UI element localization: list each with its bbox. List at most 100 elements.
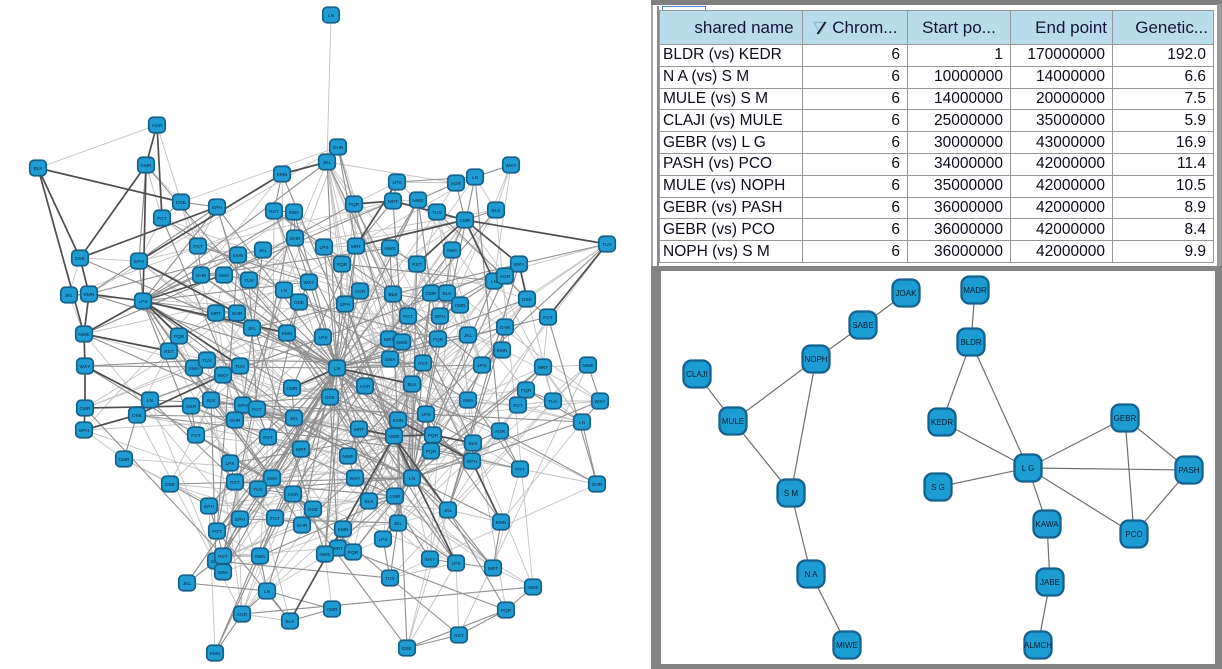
svg-text:RST: RST	[164, 349, 174, 355]
svg-text:WXY: WXY	[350, 476, 362, 482]
svg-text:BLK: BLK	[388, 292, 398, 298]
svg-text:SWA: SWA	[463, 398, 475, 404]
svg-text:MIWE: MIWE	[836, 641, 858, 650]
svg-text:PCO: PCO	[1125, 530, 1142, 539]
svg-text:PQR: PQR	[426, 449, 437, 455]
svg-text:BLK: BLK	[468, 441, 478, 447]
svg-text:LPS: LPS	[378, 537, 387, 543]
svg-text:LN: LN	[334, 366, 341, 372]
svg-text:EPH: EPH	[340, 302, 350, 308]
svg-text:BLK: BLK	[364, 499, 374, 505]
svg-text:PQR: PQR	[348, 550, 359, 556]
svg-text:FGT: FGT	[543, 315, 553, 321]
svg-text:CMR: CMR	[455, 303, 466, 309]
svg-text:JKL: JKL	[464, 333, 473, 339]
svg-text:JKL: JKL	[183, 581, 192, 587]
svg-text:GHR: GHR	[333, 145, 344, 151]
svg-text:WXY: WXY	[80, 364, 92, 370]
svg-text:MRT: MRT	[388, 199, 398, 205]
svg-text:AGR: AGR	[152, 123, 163, 129]
svg-text:WXY: WXY	[514, 262, 526, 268]
svg-text:NWE: NWE	[342, 454, 353, 460]
svg-text:KAWA: KAWA	[1036, 520, 1060, 529]
svg-text:AGR: AGR	[355, 289, 366, 295]
svg-text:JKL: JKL	[290, 416, 299, 422]
svg-text:SWA: SWA	[218, 570, 230, 576]
svg-text:CMR: CMR	[287, 386, 298, 392]
svg-text:KMN: KMN	[210, 651, 221, 657]
svg-text:MULE: MULE	[722, 417, 744, 426]
svg-text:KMN: KMN	[277, 172, 288, 178]
svg-text:FGT: FGT	[252, 407, 262, 413]
svg-text:N A: N A	[805, 570, 819, 579]
svg-text:LPS: LPS	[318, 335, 327, 341]
svg-text:FGT: FGT	[270, 516, 280, 522]
svg-text:AGR: AGR	[360, 384, 371, 390]
svg-text:AGR: AGR	[451, 181, 462, 187]
svg-text:ALMCH: ALMCH	[1024, 641, 1052, 650]
svg-text:KMN: KMN	[84, 292, 95, 298]
svg-text:LN: LN	[328, 13, 335, 19]
svg-text:LN: LN	[579, 420, 586, 426]
svg-text:FGT: FGT	[157, 216, 167, 222]
svg-text:DSE: DSE	[522, 297, 532, 303]
svg-text:LPS: LPS	[477, 363, 486, 369]
svg-text:KMN: KMN	[233, 253, 244, 259]
svg-text:NWE: NWE	[78, 332, 89, 338]
svg-text:PQR: PQR	[428, 433, 439, 439]
svg-text:SWA: SWA	[189, 366, 201, 372]
svg-text:BLK: BLK	[33, 166, 43, 172]
svg-text:AGR: AGR	[495, 429, 506, 435]
svg-text:MRT: MRT	[296, 447, 306, 453]
svg-text:TUV: TUV	[202, 358, 212, 364]
svg-text:GHR: GHR	[297, 523, 308, 529]
svg-text:CMR: CMR	[426, 291, 437, 297]
svg-text:DSE: DSE	[75, 256, 85, 262]
svg-text:LN: LN	[281, 288, 288, 294]
svg-text:WXY: WXY	[506, 163, 518, 169]
svg-text:GHR: GHR	[290, 236, 301, 242]
svg-text:PQR: PQR	[433, 337, 444, 343]
svg-text:BLK: BLK	[206, 398, 216, 404]
svg-text:GHR: GHR	[230, 418, 241, 424]
svg-text:CLAJI: CLAJI	[686, 370, 708, 379]
svg-text:TUV: TUV	[253, 487, 263, 493]
svg-text:JKL: JKL	[444, 508, 453, 514]
svg-text:MADR: MADR	[963, 286, 987, 295]
svg-text:DSE: DSE	[308, 507, 318, 513]
svg-text:TUV: TUV	[244, 278, 254, 284]
svg-text:AGR: AGR	[500, 274, 511, 280]
svg-text:KMN: KMN	[496, 520, 507, 526]
svg-text:PASH: PASH	[1178, 466, 1199, 475]
svg-text:EPH: EPH	[235, 517, 245, 523]
svg-text:MRT: MRT	[354, 427, 364, 433]
svg-text:KMN: KMN	[393, 418, 404, 424]
svg-text:TUV: TUV	[235, 364, 245, 370]
svg-text:RST: RST	[412, 262, 422, 268]
svg-text:EPH: EPH	[467, 459, 477, 465]
svg-text:MRT: MRT	[384, 337, 394, 343]
svg-text:EPH: EPH	[204, 504, 214, 510]
svg-text:JOAK: JOAK	[896, 289, 918, 298]
svg-text:JABE: JABE	[1040, 578, 1060, 587]
svg-text:LPS: LPS	[451, 561, 460, 567]
svg-text:LN: LN	[472, 175, 479, 181]
svg-text:SWA: SWA	[289, 210, 301, 216]
svg-text:BLK: BLK	[442, 291, 452, 297]
svg-text:KMN: KMN	[338, 527, 349, 533]
svg-text:BLK: BLK	[285, 619, 295, 625]
svg-text:NWE: NWE	[527, 585, 538, 591]
svg-text:DSE: DSE	[165, 482, 175, 488]
svg-text:CMR: CMR	[80, 406, 91, 412]
svg-text:SWA: SWA	[385, 357, 397, 363]
svg-text:S M: S M	[784, 489, 799, 498]
svg-text:GHR: GHR	[592, 482, 603, 488]
svg-text:LPS: LPS	[421, 412, 430, 418]
svg-text:NWE: NWE	[384, 246, 395, 252]
svg-text:RST: RST	[418, 361, 428, 367]
svg-text:BLK: BLK	[491, 208, 501, 214]
svg-text:FGT: FGT	[515, 467, 525, 473]
svg-text:EPH: EPH	[435, 314, 445, 320]
svg-text:FGT: FGT	[403, 314, 413, 320]
svg-text:EPH: EPH	[134, 259, 144, 265]
